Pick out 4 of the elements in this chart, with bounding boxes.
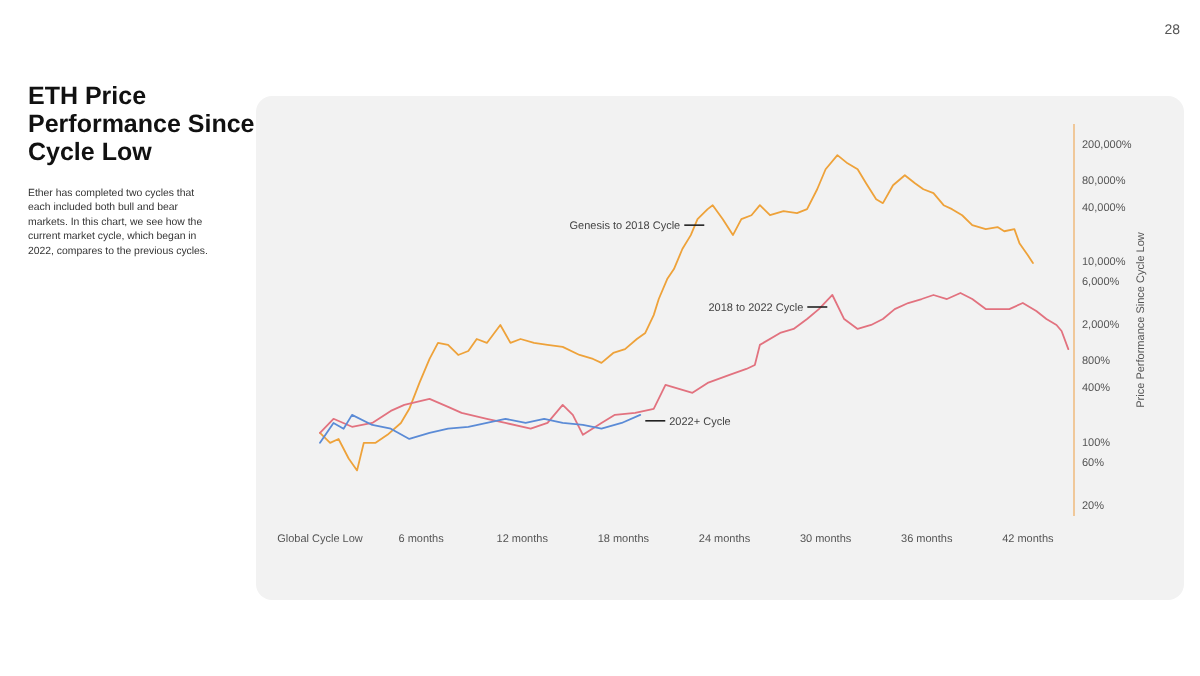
line-series [319, 154, 1034, 472]
line-series [319, 413, 642, 444]
line-series [319, 292, 1070, 436]
chart-title: ETH Price Performance Since Cycle Low [28, 82, 255, 166]
